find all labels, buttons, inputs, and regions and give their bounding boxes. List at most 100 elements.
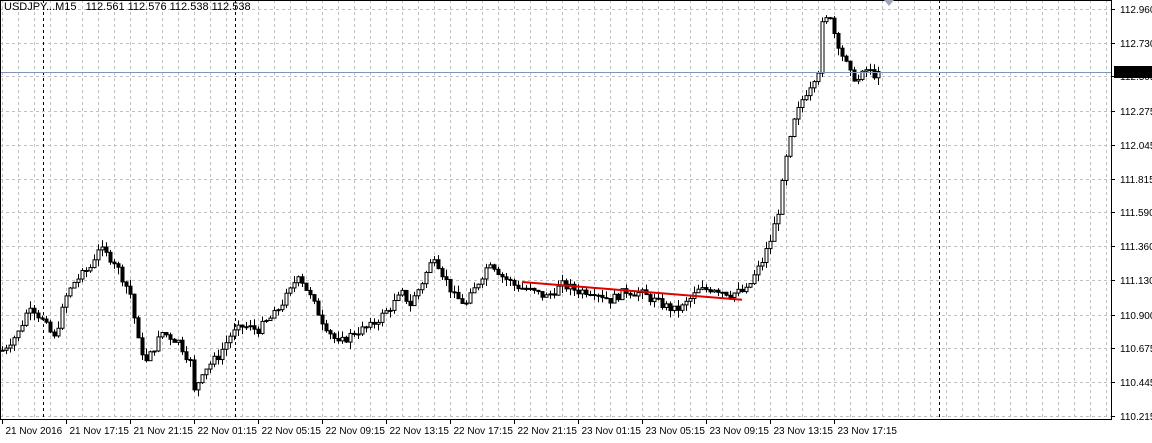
candle-body [293,283,296,288]
candle-body [701,288,704,290]
candle-body [833,18,836,33]
candle-body [505,277,508,280]
candle-body [261,321,264,333]
candle-body [49,322,52,332]
candle-body [733,293,736,297]
candle-body [613,294,616,303]
candle-body [529,288,532,289]
candle-body [513,280,516,285]
candle-body [465,303,468,304]
candle-body [437,260,440,269]
candle-body [225,343,228,350]
candle-body [829,18,832,19]
candle-body [797,107,800,119]
candle-body [25,313,28,325]
candle-body [85,271,88,272]
candle-body [197,383,200,390]
candle-body [785,156,788,180]
candle-body [761,262,764,266]
candle-body [105,247,108,252]
candle-body [209,364,212,369]
y-tick-label: 111.130 [1120,276,1152,287]
y-tick-label: 112.960 [1120,5,1152,16]
candle-body [649,295,652,302]
x-tick-label: 22 Nov 01:15 [198,426,258,437]
candle-body [541,292,544,298]
candle-body [273,311,276,319]
candle-body [249,326,252,327]
candle-body [5,348,8,350]
candle-body [373,322,376,324]
candle-body [633,295,636,296]
candle-body [637,293,640,296]
candle-body [493,265,496,269]
candle-body [429,263,432,273]
candle-body [365,327,368,328]
x-tick-label: 23 Nov 13:15 [774,426,834,437]
candle-body [673,306,676,310]
candle-body [117,264,120,268]
candle-body [837,34,840,49]
candle-body [477,284,480,288]
candle-body [145,355,148,361]
y-tick-label: 110.445 [1120,378,1152,389]
grid-layer [0,0,1112,420]
candle-body [165,332,168,334]
overlay-layer [0,73,1112,300]
candle-body [717,290,720,292]
candle-body [765,249,768,263]
candle-body [1,350,4,351]
candle-body [449,279,452,291]
plot-frame [1,1,1112,420]
candle-body [425,272,428,283]
candle-body [377,322,380,324]
candle-body [113,262,116,264]
ohlc-values: 112.561 112.576 112.538 112.538 [86,1,251,13]
x-tick-label: 21 Nov 17:15 [70,426,130,437]
candle-body [461,299,464,304]
candle-body [857,79,860,81]
candle-body [189,360,192,361]
candle-body [581,290,584,294]
candle-body [677,306,680,310]
candle-body [97,250,100,260]
candle-body [337,338,340,340]
symbol-timeframe: USDJPY...M15 [4,1,77,13]
candle-body [713,290,716,292]
candle-body [597,295,600,296]
candle-body [793,119,796,136]
candle-body [489,265,492,268]
candle-body [321,315,324,324]
candle-body [285,293,288,305]
candle-body [369,322,372,327]
candle-body [325,324,328,331]
candle-body [109,252,112,262]
candle-body [213,356,216,364]
candle-body [21,325,24,331]
candle-body [353,333,356,334]
chart-shift-marker-icon[interactable] [884,0,894,6]
candle-body [617,294,620,299]
candle-body [217,356,220,359]
candle-body [501,275,504,277]
candle-body [13,338,16,345]
candle-body [133,294,136,318]
candle-body [37,313,40,318]
x-tick-label: 23 Nov 01:15 [582,426,642,437]
candle-body [349,333,352,342]
candle-body [169,335,172,340]
candle-body [665,304,668,308]
candle-body [473,288,476,293]
candle-body [497,269,500,274]
candle-body [357,334,360,335]
candle-body [697,289,700,293]
candle-body [153,351,156,352]
candle-body [29,308,32,313]
x-tick-label: 22 Nov 21:15 [518,426,578,437]
candle-body [517,285,520,288]
candle-body [205,369,208,375]
candle-body [873,70,876,78]
candle-body [769,241,772,248]
